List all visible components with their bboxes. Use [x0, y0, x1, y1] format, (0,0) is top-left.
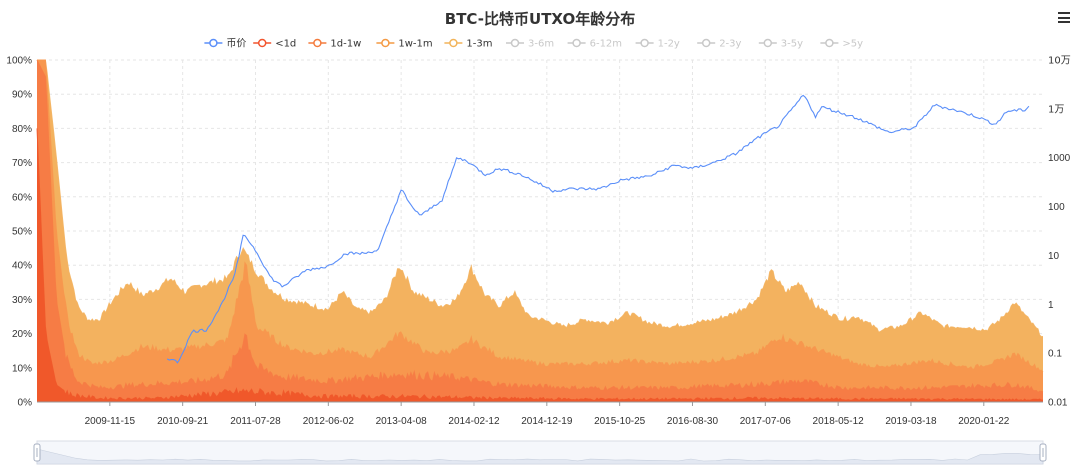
legend-item-9[interactable]: 3-5y [758, 38, 803, 50]
area-layers [36, 59, 1044, 402]
legend-item-4[interactable]: 1-3m [444, 39, 492, 50]
legend-marker-icon [640, 38, 649, 48]
legend-label: 3-5y [781, 39, 803, 50]
menu-icon[interactable] [1058, 12, 1070, 24]
x-tick-label: 2017-07-06 [740, 416, 792, 427]
y-right-tick-label: 0.01 [1048, 398, 1068, 409]
legend-marker-icon [763, 38, 773, 48]
y-right-tick-label: 10万 [1048, 56, 1071, 67]
datazoom-preview [36, 448, 1044, 465]
legend-marker-icon [313, 38, 322, 48]
legend-item-10[interactable]: >5y [820, 39, 863, 50]
x-tick-label: 2020-01-22 [958, 416, 1010, 427]
legend-marker-icon [209, 38, 218, 48]
legend-item-6[interactable]: 6-12m [567, 38, 622, 50]
y-left-tick-label: 90% [12, 90, 32, 101]
legend-label: 1-3m [466, 39, 492, 50]
x-tick-label: 2018-05-12 [813, 416, 865, 427]
axes: 0% 10% 20% 30% 40% 50% 60% 70% 80% 90% 100% 0.01 0.1… [6, 56, 1070, 428]
y-left-tick-label: 100% [6, 56, 32, 67]
y-left-tick-label: 30% [12, 295, 32, 306]
legend-marker-icon [381, 38, 390, 48]
datazoom-slider[interactable] [33, 440, 1047, 465]
area-edge-13m [37, 59, 1044, 338]
legend-item-8[interactable]: 2-3y [697, 38, 742, 50]
y-right-tick-label: 1万 [1048, 104, 1064, 115]
legend-label: 1-2y [658, 39, 680, 50]
legend-marker-icon [257, 38, 267, 48]
x-tick-label: 2014-12-19 [521, 416, 573, 427]
legend-item-3[interactable]: 1w-1m [376, 38, 433, 50]
legend-item-2[interactable]: 1d-1w [308, 39, 361, 50]
x-tick-label: 2010-09-21 [157, 416, 209, 427]
y-left-tick-label: 50% [12, 227, 32, 238]
x-tick-label: 2014-02-12 [448, 416, 500, 427]
legend-label: >5y [842, 39, 863, 50]
area-edge-1d1w [36, 59, 1044, 394]
legend-label: 1w-1m [398, 39, 432, 50]
y-left-tick-label: 40% [12, 261, 32, 272]
y-right-tick-label: 1000 [1048, 153, 1071, 164]
y-right-tick-label: 100 [1048, 202, 1065, 213]
legend-item-7[interactable]: 1-2y [635, 38, 680, 50]
y-left-tick-label: 20% [12, 329, 32, 340]
legend-label: <1d [275, 39, 296, 50]
price-line [166, 94, 1030, 364]
y-left-tick-label: 80% [12, 124, 32, 135]
legend-item-0[interactable]: 币价 [204, 38, 246, 50]
x-tick-label: 2019-03-18 [885, 416, 937, 427]
y-right-tick-label: 0.1 [1048, 349, 1062, 360]
legend-label: 2-3y [719, 39, 741, 50]
legend[interactable]: 币价 <1d 1d-1w 1w-1m 1-3m 3-6m 6-12m 1-2y 2-3y 3-5y… [204, 38, 863, 50]
area-edge-1w1m [37, 59, 1044, 373]
x-tick-label: 2016-08-30 [667, 416, 719, 427]
x-tick-label: 2009-11-15 [85, 416, 136, 427]
y-left-tick-label: 60% [12, 192, 32, 203]
y-left-tick-label: 70% [12, 158, 32, 169]
x-tick-label: 2012-06-02 [303, 416, 355, 427]
area-edge-1d [36, 128, 1044, 402]
x-tick-label: 2011-07-28 [230, 416, 281, 427]
x-tick-label: 2015-10-25 [594, 416, 646, 427]
x-tick-label: 2013-04-08 [376, 416, 428, 427]
area-1w1m-series [37, 60, 1043, 402]
legend-label: 3-6m [528, 39, 554, 50]
legend-item-1[interactable]: <1d [253, 39, 296, 50]
y-right-tick-label: 10 [1048, 251, 1060, 262]
y-left-tick-label: 10% [12, 363, 32, 374]
legend-item-5[interactable]: 3-6m [506, 39, 554, 50]
price-line-layer [166, 94, 1030, 364]
legend-marker-icon [449, 38, 458, 48]
legend-marker-icon [701, 38, 711, 48]
legend-label: 1d-1w [330, 39, 361, 50]
legend-marker-icon [825, 38, 834, 48]
legend-label: 币价 [226, 38, 246, 50]
legend-label: 6-12m [590, 39, 622, 50]
chart-title: BTC-比特币UTXO年龄分布 [445, 10, 635, 28]
y-left-tick-label: 0% [18, 398, 33, 409]
y-right-tick-label: 1 [1048, 300, 1054, 311]
legend-marker-icon [510, 38, 520, 48]
legend-marker-icon [572, 38, 581, 48]
area-13m-series [37, 60, 1043, 402]
